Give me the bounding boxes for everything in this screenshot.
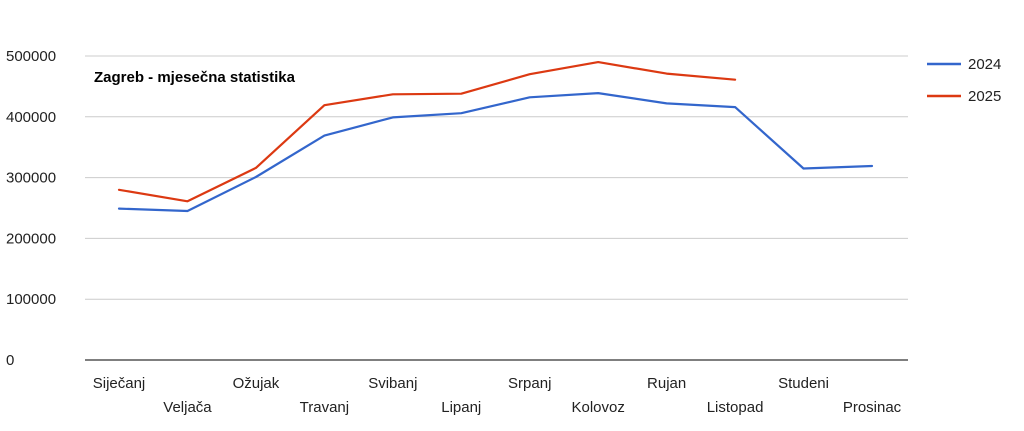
legend-label: 2025 <box>968 88 1001 105</box>
x-axis: Siječanj Veljača Ožujak Travanj Svibanj Lipan… <box>85 360 908 416</box>
y-tick-label: 400000 <box>6 109 56 126</box>
y-axis: 0 100000 200000 300000 400000 500000 <box>6 48 56 369</box>
gridlines <box>85 56 908 299</box>
x-tick-label: Kolovoz <box>571 399 624 416</box>
x-tick-label: Svibanj <box>368 375 417 392</box>
x-tick-label: Siječanj <box>93 375 146 392</box>
y-tick-label: 300000 <box>6 170 56 187</box>
x-tick-label: Studeni <box>778 375 829 392</box>
x-tick-label: Travanj <box>300 399 349 416</box>
series-line-2024 <box>119 93 872 211</box>
x-tick-label: Veljača <box>163 399 212 416</box>
x-tick-label: Lipanj <box>441 399 481 416</box>
x-tick-label: Srpanj <box>508 375 551 392</box>
y-tick-label: 100000 <box>6 291 56 308</box>
legend: 2024 2025 <box>927 56 1001 105</box>
y-tick-label: 500000 <box>6 48 56 65</box>
x-tick-label: Prosinac <box>843 399 902 416</box>
y-tick-label: 200000 <box>6 230 56 247</box>
x-tick-label: Listopad <box>707 399 764 416</box>
chart-title: Zagreb - mjesečna statistika <box>94 69 296 86</box>
y-tick-label: 0 <box>6 352 14 369</box>
x-tick-label: Rujan <box>647 375 686 392</box>
legend-label: 2024 <box>968 56 1001 73</box>
x-tick-label: Ožujak <box>233 375 280 392</box>
